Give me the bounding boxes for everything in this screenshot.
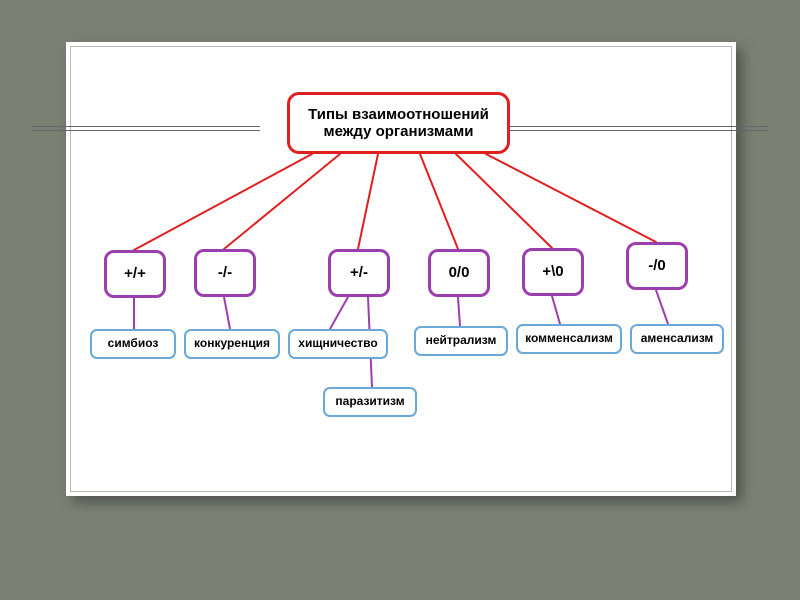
term-label: паразитизм [335, 395, 404, 409]
term-label: хищничество [298, 337, 377, 351]
term-node-neutralism: нейтрализм [414, 326, 508, 356]
symbol-node-plus-zero: +\0 [522, 248, 584, 296]
term-label: конкуренция [194, 337, 270, 351]
symbol-label: 0/0 [449, 264, 470, 281]
term-label: аменсализм [641, 332, 714, 346]
term-node-competition: конкуренция [184, 329, 280, 359]
symbol-label: +\0 [542, 263, 563, 280]
symbol-label: -/0 [648, 257, 666, 274]
symbol-label: +/+ [124, 265, 146, 282]
symbol-node-minus-minus: -/- [194, 249, 256, 297]
title-rule-left-shadow [32, 130, 260, 131]
slide-stage: Типы взаимоотношений между организмами +… [0, 0, 800, 600]
root-line1: Типы взаимоотношений [308, 106, 489, 123]
symbol-label: +/- [350, 264, 368, 281]
symbol-label: -/- [218, 264, 232, 281]
term-node-amensalism: аменсализм [630, 324, 724, 354]
symbol-node-zero-zero: 0/0 [428, 249, 490, 297]
root-line2: между организмами [324, 123, 474, 140]
term-node-predation: хищничество [288, 329, 388, 359]
term-node-commensalism: комменсализм [516, 324, 622, 354]
title-rule-left [32, 126, 260, 127]
title-rule-right [480, 126, 768, 127]
term-node-parasitism: паразитизм [323, 387, 417, 417]
term-label: нейтрализм [426, 334, 497, 348]
symbol-node-minus-zero: -/0 [626, 242, 688, 290]
title-rule-right-shadow [480, 130, 768, 131]
term-label: комменсализм [525, 332, 613, 346]
symbol-node-plus-minus: +/- [328, 249, 390, 297]
symbol-node-plus-plus: +/+ [104, 250, 166, 298]
term-node-symbiosis: симбиоз [90, 329, 176, 359]
root-node: Типы взаимоотношений между организмами [287, 92, 510, 154]
term-label: симбиоз [108, 337, 159, 351]
